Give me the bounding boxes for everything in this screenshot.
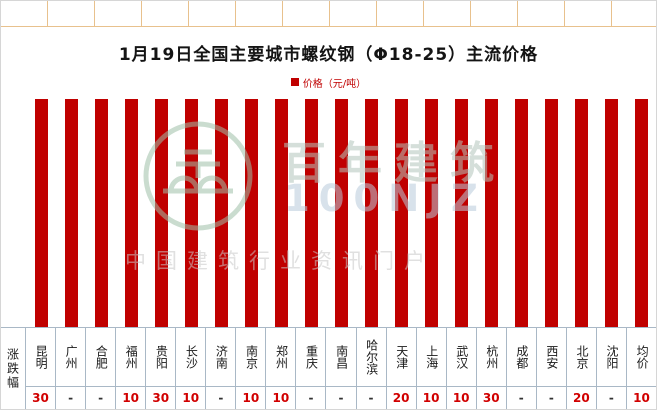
city-header-cell: 重庆	[296, 328, 327, 386]
change-value-cell: 10	[266, 387, 297, 409]
change-value-cell: 10	[236, 387, 267, 409]
bar-slot	[26, 88, 56, 327]
change-value-cell: -	[597, 387, 627, 409]
change-value-row: 30- -10 30 10-10 10- - -20 10 10 30- -20-10	[26, 386, 656, 409]
price-bar	[334, 99, 348, 327]
price-bar	[94, 99, 108, 327]
row-header-change-label: 涨跌幅	[1, 328, 26, 409]
city-header-cell: 哈尔滨	[357, 328, 387, 386]
city-header-cell: 南京	[236, 328, 267, 386]
bar-slot	[326, 88, 356, 327]
city-header-cell: 南昌	[326, 328, 357, 386]
price-bar	[574, 99, 588, 327]
bar-slot	[536, 88, 566, 327]
chart-title: 1月19日全国主要城市螺纹钢（Φ18-25）主流价格	[118, 45, 539, 65]
price-bar	[424, 99, 438, 327]
change-value-cell: 30	[146, 387, 177, 409]
change-value-cell: 10	[633, 391, 650, 405]
change-value-cell: 10	[176, 387, 207, 409]
bar-slot	[476, 88, 506, 327]
price-bar	[394, 99, 408, 327]
city-header-cell: 沈阳	[597, 328, 627, 386]
price-bar	[544, 99, 558, 327]
change-value-cell: 10	[116, 387, 147, 409]
change-value-cell: -	[537, 387, 567, 409]
price-bar	[184, 99, 198, 327]
change-value-cell: -	[206, 387, 237, 409]
legend-label: 价格（元/吨）	[302, 78, 367, 90]
spreadsheet-gridline-strip	[1, 1, 656, 27]
price-bar	[34, 99, 48, 327]
plot-area	[26, 88, 656, 327]
city-header-cell: 天津	[387, 328, 417, 386]
change-value-cell: 10	[447, 387, 477, 409]
city-header-cell: 成都	[507, 328, 537, 386]
change-value-cell: 30	[26, 387, 57, 409]
bar-slot	[596, 88, 626, 327]
bar-slot	[416, 88, 446, 327]
city-header-cell: 上海	[417, 328, 447, 386]
legend-color-swatch	[290, 78, 299, 86]
change-value-cell: 20	[387, 387, 417, 409]
data-table: 涨跌幅 昆明 广州 合肥 福州 贵阳 长沙 济南 南京 郑州 重庆 南昌 哈尔滨 天津 上海 武汉 杭州 成都西…	[1, 327, 656, 409]
price-bar	[244, 99, 258, 327]
price-bar	[634, 99, 648, 327]
city-header-cell: 杭州	[477, 328, 507, 386]
city-header-cell: 西安	[537, 328, 567, 386]
bar-group	[26, 88, 656, 327]
price-bar	[604, 99, 618, 327]
bar-slot	[116, 88, 146, 327]
change-value-cell: -	[86, 387, 117, 409]
price-bar	[274, 99, 288, 327]
change-value-cell: 20	[567, 387, 597, 409]
table-columns: 昆明 广州 合肥 福州 贵阳 长沙 济南 南京 郑州 重庆 南昌 哈尔滨 天津 上海 武汉 杭州 成都 西安 北京沈…	[26, 328, 656, 409]
bar-slot	[266, 88, 296, 327]
price-bar	[514, 99, 528, 327]
price-bar	[454, 99, 468, 327]
city-header-cell: 昆明	[26, 328, 57, 386]
change-value-cell: -	[56, 387, 87, 409]
bar-slot	[236, 88, 266, 327]
bar-slot	[146, 88, 176, 327]
city-header-cell: 长沙	[176, 328, 207, 386]
price-bar	[364, 99, 378, 327]
bar-slot	[206, 88, 236, 327]
price-bar	[154, 99, 168, 327]
bar-slot	[506, 88, 536, 327]
city-header-cell: 贵阳	[146, 328, 177, 386]
city-header-cell: 济南	[206, 328, 237, 386]
city-header-cell: 郑州	[266, 328, 297, 386]
city-header-row: 昆明 广州 合肥 福州 贵阳 长沙 济南 南京 郑州 重庆 南昌 哈尔滨 天津 上海 武汉 杭州 成都 西安 北京沈…	[26, 328, 656, 386]
change-value-cell: 30	[477, 387, 507, 409]
change-value-cell: -	[326, 387, 357, 409]
chart-legend: 价格（元/吨）	[1, 76, 656, 90]
change-value-cell: -	[507, 387, 537, 409]
city-header-cell: 北京	[567, 328, 597, 386]
bar-slot	[626, 88, 656, 327]
price-bar	[484, 99, 498, 327]
bar-slot	[386, 88, 416, 327]
price-bar	[124, 99, 138, 327]
bar-slot	[56, 88, 86, 327]
change-value-cell: -	[357, 387, 387, 409]
city-header-cell: 武汉	[447, 328, 477, 386]
bar-slot	[296, 88, 326, 327]
bar-slot	[446, 88, 476, 327]
city-header-cell: 福州	[116, 328, 147, 386]
bar-slot	[176, 88, 206, 327]
price-bar	[214, 99, 228, 327]
rebar-price-chart: 1月19日全国主要城市螺纹钢（Φ18-25）主流价格 价格（元/吨） 百年建筑 …	[1, 27, 656, 409]
price-bar	[64, 99, 78, 327]
city-header-cell: 均价	[635, 345, 650, 369]
city-header-cell: 广州	[56, 328, 87, 386]
bar-slot	[86, 88, 116, 327]
bar-slot	[356, 88, 386, 327]
change-value-cell: 10	[417, 387, 447, 409]
price-bar	[304, 99, 318, 327]
bar-slot	[566, 88, 596, 327]
city-header-cell: 合肥	[86, 328, 117, 386]
change-value-cell: -	[296, 387, 327, 409]
